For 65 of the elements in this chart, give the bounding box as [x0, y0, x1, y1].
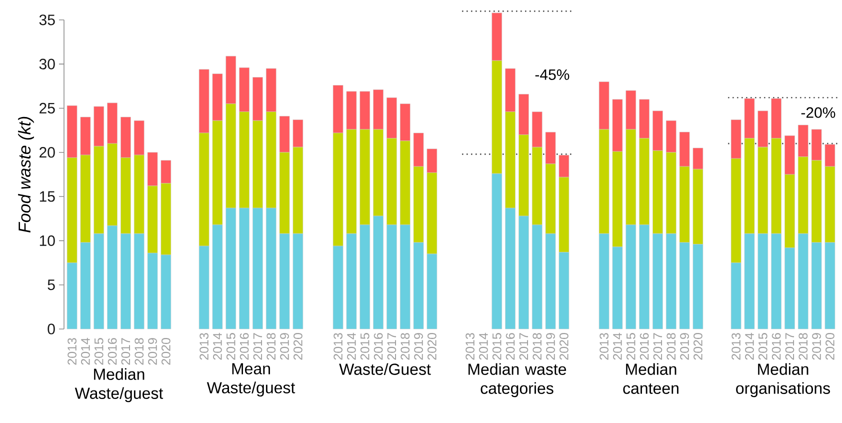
x-tick-label: 2017 — [785, 333, 794, 360]
x-tick-label: 2015 — [626, 333, 636, 360]
x-tick-label: 2019 — [148, 338, 157, 365]
x-tick-label: 2020 — [694, 333, 702, 360]
x-tick-label: 2019 — [280, 333, 289, 360]
x-tick-label: 2017 — [653, 333, 662, 360]
x-tick-label: 2017 — [253, 333, 262, 360]
x-axis-title: Median Waste/guest — [74, 368, 164, 402]
x-tick-label: 2018 — [666, 333, 676, 360]
x-tick-label: 2016 — [640, 333, 649, 360]
x-tick-label: 2016 — [240, 333, 249, 360]
y-tick-label: 20 — [40, 147, 55, 158]
y-tick-label: 30 — [39, 58, 55, 70]
x-tick-label: 2018 — [266, 333, 276, 360]
x-tick-label: 2018 — [134, 338, 144, 365]
x-tick-label: 2020 — [162, 338, 170, 365]
x-tick-label: 2013 — [334, 333, 342, 360]
x-tick-label: 2020 — [560, 333, 568, 360]
x-tick-label: 2020 — [826, 333, 834, 360]
x-tick-label: 2013 — [732, 333, 740, 360]
x-tick-label: 2014 — [613, 332, 622, 360]
x-axis-title: Median organisations — [736, 363, 830, 398]
x-tick-label: 2019 — [414, 333, 423, 360]
y-axis-title: Food waste (kt) — [18, 116, 34, 233]
x-tick-label: 2018 — [532, 333, 542, 360]
x-tick-label: 2017 — [519, 333, 528, 360]
x-tick-label: 2018 — [798, 333, 808, 360]
x-tick-label: 2018 — [400, 333, 410, 360]
y-tick-label: 10 — [40, 235, 55, 246]
x-tick-label: 2020 — [294, 333, 302, 360]
x-tick-label: 2017 — [121, 338, 130, 365]
x-tick-label: 2015 — [226, 333, 236, 360]
y-tick-label: 0 — [48, 324, 55, 334]
x-tick-label: 2014 — [745, 332, 754, 360]
x-axis-title: Median canteen — [623, 363, 678, 394]
x-tick-label: 2015 — [360, 333, 370, 360]
x-tick-label: 2015 — [492, 333, 502, 360]
x-tick-label: 2015 — [94, 338, 104, 365]
annotation: -45% — [535, 69, 570, 80]
y-tick-label: 5 — [48, 280, 55, 290]
x-tick-label: 2019 — [546, 333, 555, 360]
x-tick-label: 2016 — [772, 333, 781, 360]
x-tick-label: 2020 — [428, 333, 436, 360]
x-tick-label: 2014 — [479, 332, 488, 360]
x-axis-title: Median waste categories — [468, 363, 566, 398]
x-tick-label: 2016 — [506, 333, 515, 360]
x-tick-label: 2014 — [347, 332, 356, 360]
x-tick-label: 2013 — [600, 333, 608, 360]
x-tick-label: 2013 — [68, 338, 76, 365]
x-tick-label: 2016 — [374, 333, 383, 360]
x-axis-title: Mean Waste/guest — [206, 363, 296, 397]
y-tick-label: 25 — [40, 102, 55, 114]
x-tick-label: 2017 — [387, 333, 396, 360]
y-tick-label: 15 — [40, 191, 55, 202]
x-tick-label: 2019 — [680, 333, 689, 360]
x-tick-label: 2014 — [81, 338, 90, 365]
x-tick-label: 2016 — [108, 338, 117, 365]
x-tick-label: 2013 — [200, 333, 208, 360]
annotation: -20% — [801, 107, 836, 118]
y-tick-label: 35 — [39, 14, 55, 26]
x-axis-title: Waste/Guest — [339, 363, 431, 375]
x-tick-label: 2014 — [213, 332, 222, 360]
x-tick-label: 2015 — [758, 333, 768, 360]
x-tick-label: 2013 — [466, 333, 474, 360]
x-tick-label: 2019 — [812, 333, 821, 360]
